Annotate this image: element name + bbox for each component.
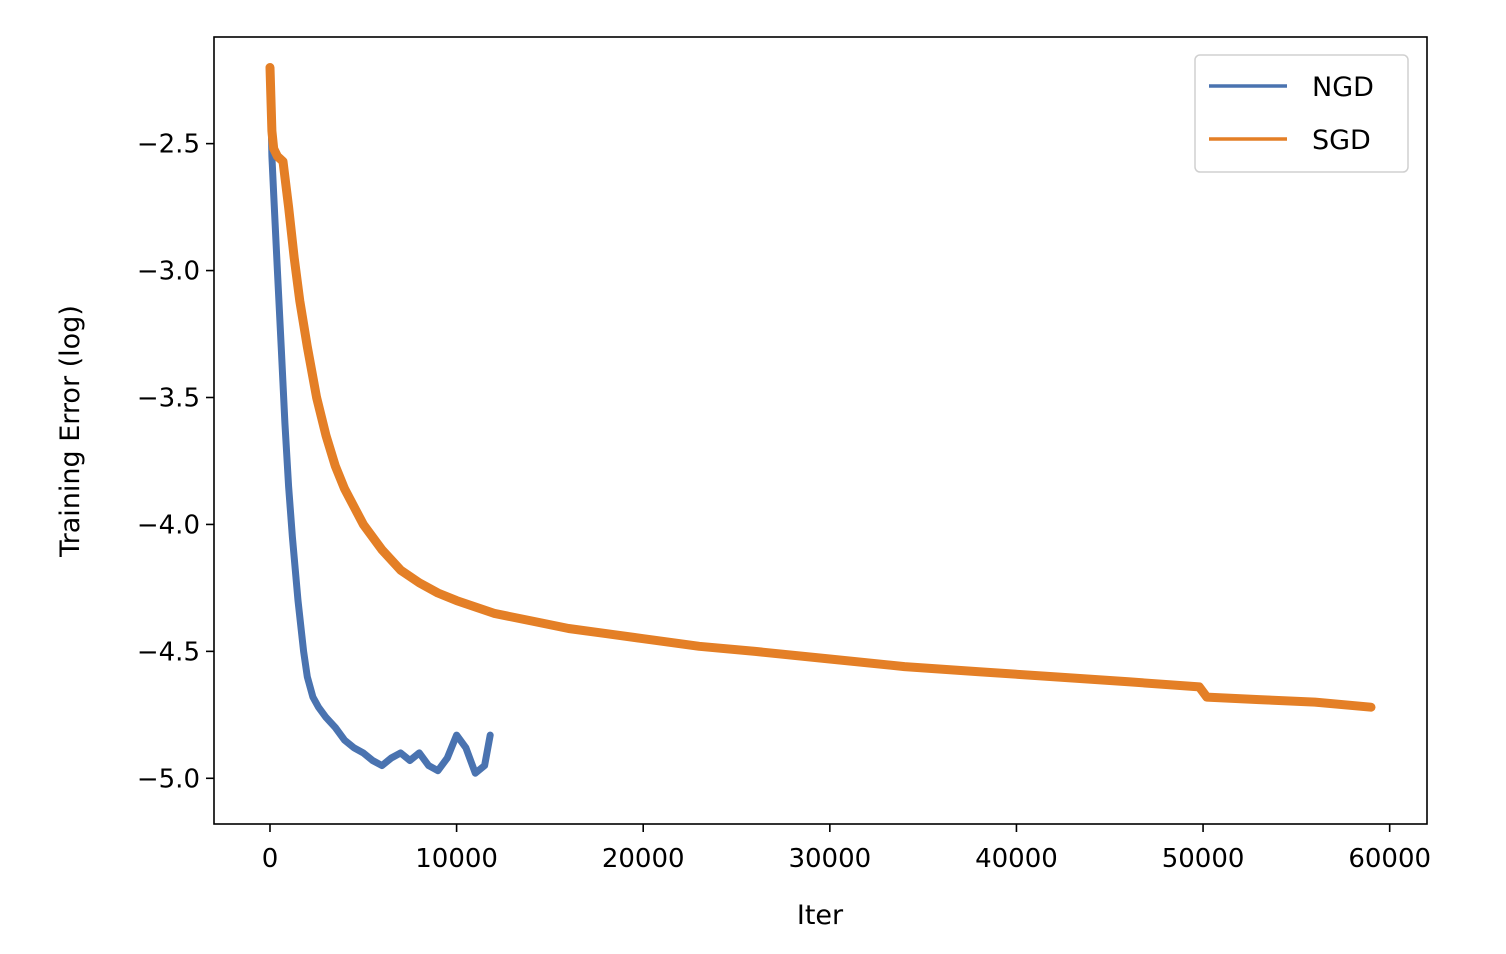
x-tick-label: 40000: [975, 844, 1058, 874]
y-axis-label: Training Error (log): [55, 305, 86, 558]
x-tick-label: 60000: [1348, 844, 1431, 874]
y-tick-label: −5.0: [137, 764, 200, 794]
y-tick-label: −3.5: [137, 383, 200, 413]
x-axis-label: Iter: [797, 900, 844, 931]
y-tick-label: −4.5: [137, 637, 200, 667]
legend-label-ngd: NGD: [1312, 72, 1374, 103]
y-tick-label: −3.0: [137, 257, 200, 287]
x-tick-label: 50000: [1162, 844, 1245, 874]
y-tick-label: −2.5: [137, 130, 200, 160]
legend-label-sgd: SGD: [1312, 125, 1371, 156]
x-tick-label: 30000: [788, 844, 871, 874]
x-tick-label: 20000: [602, 844, 685, 874]
series-line-ngd: [266, 64, 494, 777]
y-axis: −2.5 −3.0 −3.5 −4.0 −4.5 −5.0: [137, 130, 214, 794]
plot-frame: [213, 36, 1428, 825]
legend-box: [1194, 54, 1409, 173]
x-axis: 0 10000 20000 30000 40000 50000 60000: [262, 824, 1431, 874]
legend: NGD SGD: [1194, 54, 1409, 173]
series-line-sgd: [265, 63, 1376, 712]
x-tick-label: 0: [262, 844, 279, 874]
x-tick-label: 10000: [415, 844, 498, 874]
series-layer: [265, 63, 1376, 777]
y-tick-label: −4.0: [137, 510, 200, 540]
